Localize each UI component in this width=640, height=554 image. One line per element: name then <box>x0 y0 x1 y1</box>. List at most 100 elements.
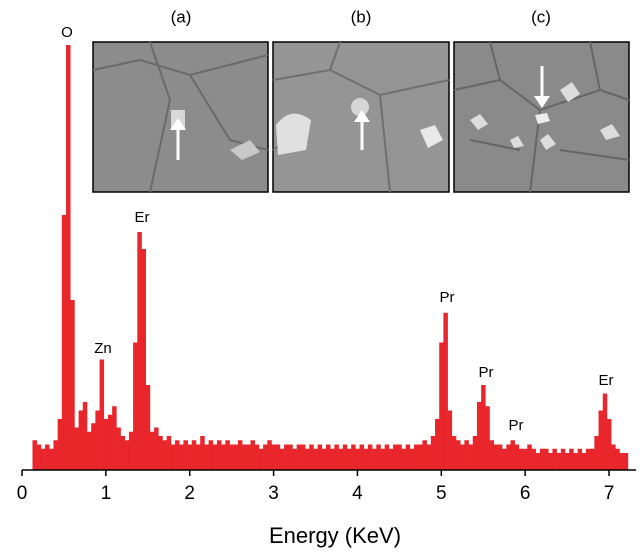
spectrum-bar <box>292 449 296 470</box>
spectrum-bar <box>586 449 590 470</box>
x-tick-label: 7 <box>604 483 615 504</box>
spectrum-bar <box>334 445 338 471</box>
spectrum-bar <box>200 436 204 470</box>
spectrum-bar <box>557 453 561 470</box>
spectrum-bar <box>271 445 275 471</box>
spectrum-bar <box>196 445 200 471</box>
spectrum-bar <box>234 445 238 471</box>
spectrum-bar <box>355 449 359 470</box>
spectrum-bar <box>251 440 255 470</box>
x-axis-label: Energy (KeV) <box>269 523 401 548</box>
spectrum-bar <box>527 445 531 471</box>
spectrum-bar <box>573 453 577 470</box>
peak-label: Pr <box>509 417 524 434</box>
spectrum-bar <box>443 313 447 470</box>
spectrum-bar <box>326 445 330 471</box>
spectrum-bar <box>330 449 334 470</box>
panel-label: (a) <box>171 7 192 26</box>
peak-label: Pr <box>440 289 455 306</box>
spectrum-bar <box>74 428 78 471</box>
spectrum-bar <box>536 453 540 470</box>
spectrum-bar <box>548 453 552 470</box>
spectrum-bar <box>79 411 83 471</box>
spectrum-bar <box>183 440 187 470</box>
spectrum-bar <box>32 440 36 470</box>
spectrum-bar <box>95 411 99 471</box>
x-tick-label: 4 <box>352 483 363 504</box>
spectrum-bar <box>162 440 166 470</box>
peak-label: Er <box>599 372 614 389</box>
spectrum-bar <box>343 445 347 471</box>
spectrum-bar <box>255 445 259 471</box>
spectrum-bar <box>506 445 510 471</box>
spectrum-bar <box>66 45 70 470</box>
spectrum-bar <box>490 440 494 470</box>
sem-panel <box>454 42 629 192</box>
spectrum-bar <box>376 445 380 471</box>
spectrum-bar <box>473 436 477 470</box>
spectrum-bar <box>502 449 506 470</box>
spectrum-bar <box>410 449 414 470</box>
chart: (a) (b) (c) Energy (KeV) 01234567OZnErPr… <box>0 0 640 554</box>
peak-label: Er <box>135 209 150 226</box>
spectrum-bar <box>414 445 418 471</box>
spectrum-bar <box>116 428 120 471</box>
x-tick-label: 6 <box>520 483 531 504</box>
spectrum-bar <box>448 411 452 471</box>
spectrum-bar <box>146 385 150 470</box>
spectrum-bar <box>469 445 473 471</box>
spectrum-bar <box>552 449 556 470</box>
spectrum-bar <box>192 440 196 470</box>
spectrum-bar <box>91 423 95 470</box>
spectrum-bar <box>397 445 401 471</box>
spectrum-bar <box>242 445 246 471</box>
spectrum-bar <box>125 440 129 470</box>
spectrum-bar <box>561 449 565 470</box>
spectrum-bar <box>288 445 292 471</box>
spectrum-bar <box>615 449 619 470</box>
spectrum-bar <box>519 449 523 470</box>
spectrum-bar <box>594 436 598 470</box>
spectrum-bar <box>360 445 364 471</box>
spectrum-bar <box>515 445 519 471</box>
spectrum-bar <box>406 445 410 471</box>
spectrum-bar <box>590 449 594 470</box>
spectrum-bar <box>41 449 45 470</box>
spectrum-bar <box>510 440 514 470</box>
spectrum-bar <box>422 440 426 470</box>
spectrum-bar <box>45 445 49 471</box>
spectrum-bar <box>523 449 527 470</box>
spectrum-bar <box>624 453 628 470</box>
spectrum-bar <box>104 419 108 470</box>
spectrum-bar <box>137 232 141 470</box>
spectrum-bar <box>133 343 137 471</box>
spectrum-bar <box>603 394 607 471</box>
spectrum-bar <box>318 445 322 471</box>
spectrum-bar <box>301 445 305 471</box>
spectrum-bar <box>62 215 66 470</box>
spectrum-bar <box>347 449 351 470</box>
sem-panel <box>273 42 449 192</box>
spectrum-bar <box>284 445 288 471</box>
spectrum-bar <box>263 445 267 471</box>
spectrum-bar <box>53 440 57 470</box>
x-tick-label: 3 <box>268 483 279 504</box>
spectrum-bar <box>280 449 284 470</box>
spectrum-bar <box>427 445 431 471</box>
spectrum-bar <box>70 300 74 470</box>
panel-label: (c) <box>531 7 551 26</box>
spectrum-bar <box>225 440 229 470</box>
spectrum-bar <box>620 453 624 470</box>
spectrum-bar <box>540 449 544 470</box>
spectrum-bar <box>188 445 192 471</box>
spectrum-bar <box>213 445 217 471</box>
spectrum-bar <box>435 419 439 470</box>
x-tick-label: 0 <box>17 483 28 504</box>
spectrum-bar <box>267 440 271 470</box>
spectrum-bar <box>297 445 301 471</box>
spectrum-bar <box>238 440 242 470</box>
spectrum-bar <box>221 445 225 471</box>
spectrum-bar <box>37 445 41 471</box>
spectrum-bar <box>364 449 368 470</box>
spectrum-bar <box>167 436 171 470</box>
